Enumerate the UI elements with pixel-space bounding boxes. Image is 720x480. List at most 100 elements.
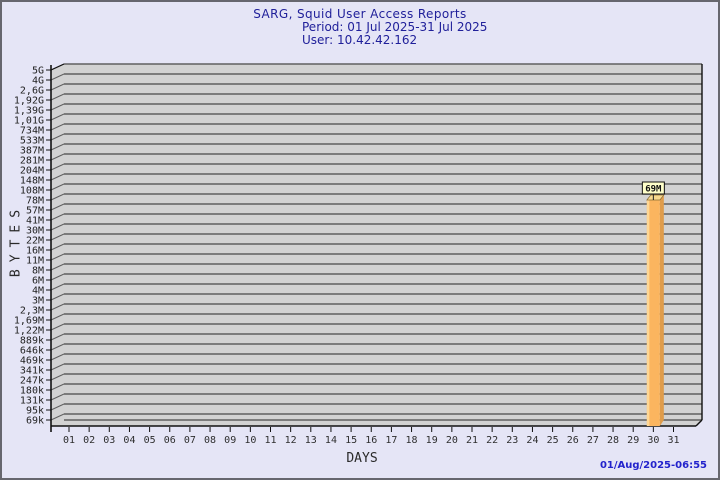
wall-diagonal — [50, 243, 65, 251]
floor-right-corner — [695, 419, 703, 427]
y-tick-label: 131k — [20, 396, 44, 407]
y-tick-label: 2,3M — [20, 306, 44, 317]
y-tick-label: 1,01G — [14, 116, 44, 127]
y-tick-label: 57M — [26, 206, 44, 217]
wall-diagonal — [50, 213, 65, 221]
wall-diagonal — [50, 193, 65, 201]
x-tick-label: 16 — [365, 435, 377, 446]
y-tick-label: 3M — [32, 296, 44, 307]
x-tick-label: 24 — [526, 435, 538, 446]
x-tick-label: 31 — [667, 435, 679, 446]
x-tick-label: 06 — [164, 435, 176, 446]
y-tick-label: 1,22M — [14, 326, 44, 337]
y-tick-label: 69k — [26, 416, 44, 427]
x-tick-label: 15 — [345, 435, 357, 446]
y-tick-label: 204M — [20, 166, 44, 177]
y-tick-label: 22M — [26, 236, 44, 247]
wall-diagonal — [50, 223, 65, 231]
wall-diagonal — [50, 293, 65, 301]
wall-diagonal — [50, 133, 65, 141]
x-tick-label: 20 — [446, 435, 458, 446]
x-tick-label: 27 — [587, 435, 599, 446]
y-tick-label: 1,92G — [14, 96, 44, 107]
wall-diagonal — [50, 313, 65, 321]
y-tick-label: 148M — [20, 176, 44, 187]
x-axis-title: DAYS — [346, 451, 378, 466]
wall-diagonal — [50, 333, 65, 341]
chart-user: User: 10.42.42.162 — [302, 33, 418, 47]
x-tick-label: 30 — [647, 435, 659, 446]
y-tick-label: 41M — [26, 216, 44, 227]
y-tick-label: 1,69M — [14, 316, 44, 327]
wall-diagonal — [50, 323, 65, 331]
wall-diagonal — [50, 123, 65, 131]
wall-diagonal — [50, 253, 65, 261]
bar-highlight — [646, 200, 650, 426]
wall-diagonal — [50, 163, 65, 171]
x-tick-label: 26 — [567, 435, 579, 446]
bar-side-face — [659, 195, 664, 426]
generated-timestamp: 01/Aug/2025-06:55 — [599, 460, 707, 471]
y-tick-label: 341k — [20, 366, 44, 377]
y-tick-label: 469k — [20, 356, 44, 367]
y-tick-label: 180k — [20, 386, 44, 397]
y-tick-label: 646k — [20, 346, 44, 357]
x-tick-label: 28 — [607, 435, 619, 446]
y-tick-label: 247k — [20, 376, 44, 387]
y-tick-label: 533M — [20, 136, 44, 147]
y-tick-label: 387M — [20, 146, 44, 157]
wall-diagonal — [50, 183, 65, 191]
y-tick-label: 5G — [32, 66, 44, 77]
wall-diagonal — [50, 73, 65, 81]
wall-diagonal — [50, 373, 65, 381]
x-tick-label: 29 — [627, 435, 639, 446]
x-tick-label: 02 — [83, 435, 95, 446]
wall-top-edge — [50, 63, 65, 71]
wall-diagonal — [50, 343, 65, 351]
x-tick-label: 11 — [264, 435, 276, 446]
wall-diagonal — [50, 363, 65, 371]
y-tick-label: 889k — [20, 336, 44, 347]
y-tick-label: 11M — [26, 256, 44, 267]
x-tick-label: 03 — [103, 435, 115, 446]
bar — [646, 200, 660, 426]
x-tick-label: 25 — [547, 435, 559, 446]
y-tick-label: 16M — [26, 246, 44, 257]
x-tick-label: 13 — [305, 435, 317, 446]
wall-diagonal — [50, 303, 65, 311]
x-tick-label: 12 — [285, 435, 297, 446]
x-tick-label: 08 — [204, 435, 216, 446]
wall-diagonal — [50, 203, 65, 211]
wall-diagonal — [50, 113, 65, 121]
wall-diagonal — [50, 143, 65, 151]
wall-diagonal — [50, 413, 65, 421]
wall-diagonal — [50, 93, 65, 101]
y-tick-label: 734M — [20, 126, 44, 137]
wall-diagonal — [50, 103, 65, 111]
x-tick-label: 07 — [184, 435, 196, 446]
x-tick-label: 09 — [224, 435, 236, 446]
wall-diagonal — [50, 173, 65, 181]
x-tick-label: 05 — [144, 435, 156, 446]
chart-period: Period: 01 Jul 2025-31 Jul 2025 — [302, 20, 488, 34]
chart-title: SARG, Squid User Access Reports — [253, 7, 467, 21]
y-tick-label: 6M — [32, 276, 44, 287]
wall-diagonal — [50, 83, 65, 91]
wall-diagonal — [50, 233, 65, 241]
x-tick-label: 17 — [385, 435, 397, 446]
plot-area — [51, 64, 702, 426]
y-tick-label: 4M — [32, 286, 44, 297]
y-tick-label: 1,39G — [14, 106, 44, 117]
y-tick-label: 30M — [26, 226, 44, 237]
y-tick-label: 2,6G — [20, 86, 44, 97]
annotation-box — [641, 181, 665, 195]
bar-value-label: 69M — [645, 185, 662, 195]
y-tick-label: 108M — [20, 186, 44, 197]
x-tick-label: 10 — [244, 435, 256, 446]
y-tick-label: 4G — [32, 76, 44, 87]
x-tick-label: 01 — [63, 435, 75, 446]
x-tick-label: 22 — [486, 435, 498, 446]
y-tick-label: 281M — [20, 156, 44, 167]
